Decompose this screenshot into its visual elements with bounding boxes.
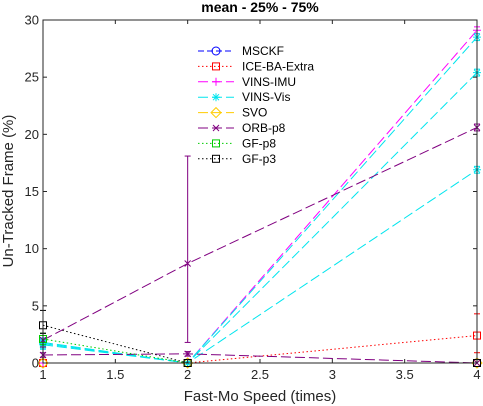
- legend-marker-7: [212, 154, 220, 163]
- legend-marker-6-shape: [212, 139, 220, 148]
- legend-entry-3: VINS-Vis: [198, 90, 290, 104]
- legend-marker-3: [212, 93, 220, 102]
- legend-label-7: GF-p3: [242, 152, 276, 166]
- data-point-8-1-shape: [184, 260, 192, 267]
- legend-marker-4-shape: [210, 106, 222, 119]
- data-point-8-1: [184, 260, 192, 267]
- legend-marker-6: [212, 139, 220, 148]
- chart-title: mean - 25% - 75%: [201, 0, 319, 15]
- y-tick-label-1: 5: [32, 298, 39, 313]
- legend-marker-5-shape: [212, 124, 220, 132]
- x-tick-label-3: 2.5: [251, 367, 269, 382]
- legend-entry-2: VINS-IMU: [198, 75, 296, 89]
- legend-marker-0-shape: [211, 46, 221, 56]
- axes-layer: 1 1.5 2 2.5 3 3.5 4 0 5 10 15 20 25 30: [25, 13, 481, 383]
- series-7: [39, 350, 481, 367]
- legend-marker-5: [212, 124, 220, 132]
- x-tick-label-0: 1: [39, 367, 46, 382]
- x-tick-label-5: 3.5: [396, 367, 414, 382]
- legend-entry-1: ICE-BA-Extra: [198, 59, 314, 73]
- y-tick-label-5: 25: [25, 70, 39, 85]
- legend-marker-1: [212, 62, 220, 71]
- legend-label-6: GF-p8: [242, 136, 276, 150]
- y-tick-label-3: 15: [25, 184, 39, 199]
- y-tick-label-6: 30: [25, 13, 39, 28]
- plot-area-fill: [43, 20, 477, 363]
- legend-marker-3-shape: [212, 93, 220, 102]
- legend-entry-4: SVO: [198, 106, 267, 120]
- legend-marker-1-shape: [212, 62, 220, 71]
- data-point-7-1-shape: [184, 350, 192, 358]
- legend-label-2: VINS-IMU: [242, 75, 296, 89]
- x-tick-label-6: 4: [473, 367, 480, 382]
- data-point-6-0: [37, 357, 49, 369]
- x-tick-label-4: 3: [329, 367, 336, 382]
- legend-marker-0: [211, 46, 221, 56]
- y-tick-label-4: 20: [25, 127, 39, 142]
- legend-marker-2-shape: [212, 77, 220, 86]
- legend-marker-4: [210, 106, 222, 119]
- legend-label-3: VINS-Vis: [242, 90, 290, 104]
- y-axis-label: Un-Tracked Frame (%): [0, 115, 17, 268]
- legend-entry-0: MSCKF: [198, 44, 284, 58]
- legend-label-4: SVO: [242, 106, 267, 120]
- legend-entry-5: ORB-p8: [198, 121, 286, 135]
- y-tick-label-2: 10: [25, 241, 39, 256]
- legend-marker-2: [212, 77, 220, 86]
- x-tick-label-2: 2: [184, 367, 191, 382]
- x-axis-label: Fast-Mo Speed (times): [184, 388, 337, 405]
- legend-entry-7: GF-p3: [198, 152, 276, 166]
- plot-area: [43, 20, 477, 363]
- legend-label-0: MSCKF: [242, 44, 284, 58]
- legend-entry-6: GF-p8: [198, 136, 276, 150]
- x-tick-label-1: 1.5: [106, 367, 124, 382]
- legend-label-1: ICE-BA-Extra: [242, 59, 314, 73]
- legend-label-5: ORB-p8: [242, 121, 286, 135]
- y-tick-label-0: 0: [32, 356, 39, 371]
- data-point-7-1: [184, 350, 192, 358]
- data-point-6-0-shape: [37, 357, 49, 369]
- legend-marker-7-shape: [212, 154, 220, 163]
- series-line-9: [42, 338, 477, 364]
